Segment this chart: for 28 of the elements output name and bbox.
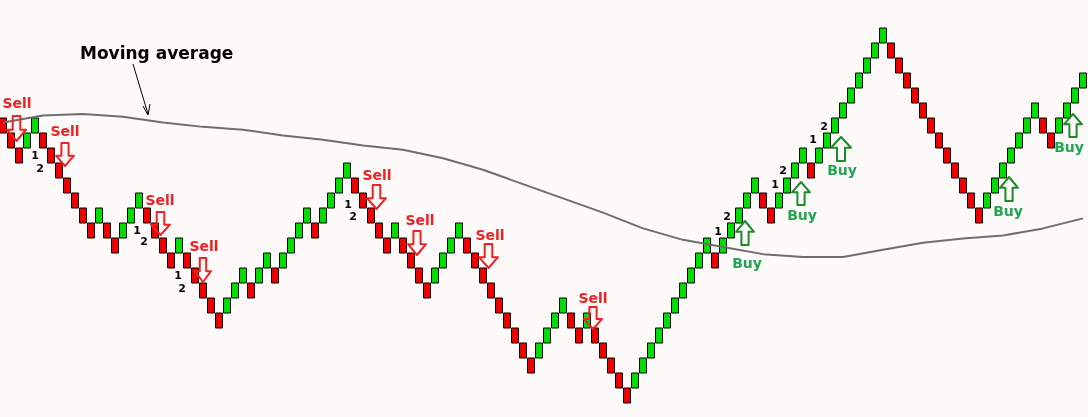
- annotation: Buy: [1054, 139, 1084, 155]
- annotation: 1: [771, 177, 779, 191]
- annotation: Moving average: [80, 43, 234, 63]
- annotation: 2: [779, 163, 787, 177]
- annotation: Buy: [827, 162, 857, 178]
- annotation: Sell: [50, 123, 80, 139]
- annotation: 1: [31, 148, 39, 162]
- annotation: Sell: [189, 238, 219, 254]
- annotation: 1: [809, 132, 817, 146]
- annotation: Sell: [2, 95, 32, 111]
- annotation: Buy: [787, 207, 817, 223]
- annotation: 2: [178, 281, 186, 295]
- annotation: Sell: [475, 227, 505, 243]
- annotation: 2: [349, 209, 357, 223]
- annotation: 2: [140, 234, 148, 248]
- annotation: 2: [723, 209, 731, 223]
- annotation: 2: [820, 119, 828, 133]
- annotation: Sell: [578, 290, 608, 306]
- annotation: 1: [344, 197, 352, 211]
- annotation: 1: [133, 223, 141, 237]
- annotation: 1: [714, 224, 722, 238]
- annotation: Sell: [405, 212, 435, 228]
- annotation: 2: [36, 161, 44, 175]
- annotation: Sell: [145, 192, 175, 208]
- annotation: Buy: [732, 255, 762, 271]
- annotation: 1: [174, 268, 182, 282]
- annotation: Sell: [362, 167, 392, 183]
- annotation: Buy: [993, 203, 1023, 219]
